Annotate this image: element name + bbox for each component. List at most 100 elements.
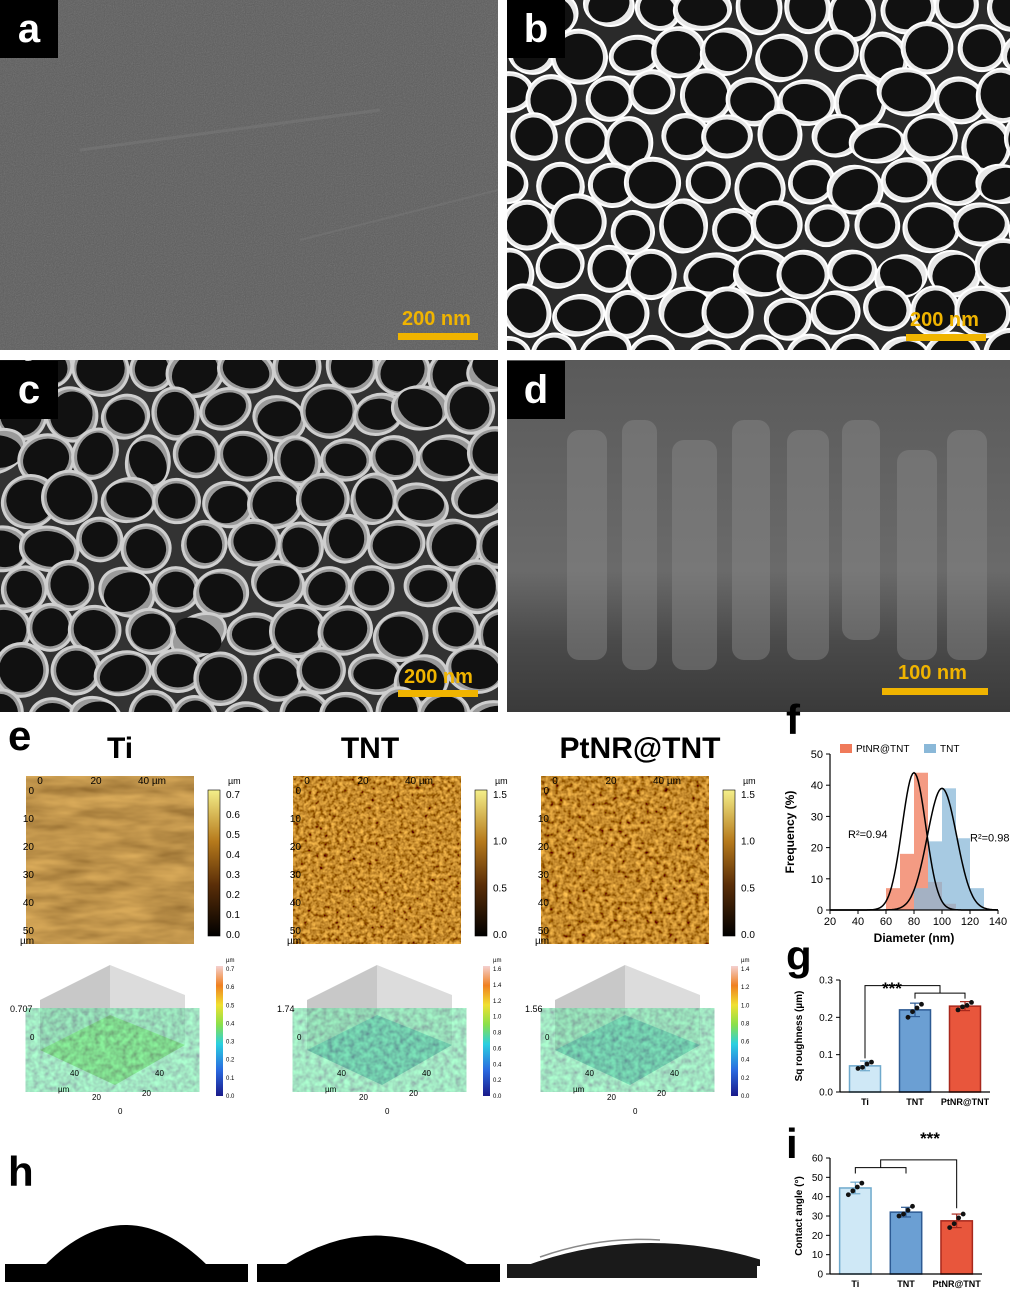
afm-map-ptnr-tnt (555, 790, 695, 930)
pore (628, 161, 677, 204)
pore (0, 609, 27, 653)
pore (666, 118, 706, 155)
pore-wall (1003, 111, 1010, 163)
afm-xtick: 40 µm (138, 776, 166, 787)
pore (507, 288, 547, 333)
pore (907, 118, 953, 157)
scale-text-d: 100 nm (898, 662, 967, 684)
afm-3d-cbar-tick: 0.4 (741, 1058, 750, 1064)
afm-3d-wall (377, 965, 452, 1045)
afm-cbar-tick: 1.0 (741, 837, 755, 848)
pore (555, 33, 603, 80)
x-axis-label: Diameter (nm) (874, 931, 955, 945)
pore (156, 654, 199, 688)
afm-3d-axis: µm (325, 1085, 337, 1094)
afm-3d-cbar-tick: 1.0 (493, 1015, 502, 1021)
x-tick-label: 100 (933, 916, 951, 928)
legend-label: TNT (940, 744, 959, 755)
pore (859, 207, 896, 244)
pore (422, 439, 471, 476)
pore (583, 335, 627, 350)
sem-image-ti (0, 0, 498, 350)
afm-cbar-tick: 0.5 (226, 830, 240, 841)
legend-swatch (924, 744, 936, 753)
pore (832, 0, 872, 37)
bar-ptnr-tnt (948, 1005, 982, 1093)
pore (252, 481, 299, 524)
pore (507, 204, 548, 246)
pore (864, 36, 904, 80)
pore (768, 302, 807, 336)
pore (323, 610, 368, 651)
pore (760, 38, 803, 78)
pore (231, 617, 277, 650)
pore (81, 522, 118, 557)
pore (656, 30, 701, 74)
data-point (845, 1192, 851, 1198)
pore (355, 478, 393, 520)
afm-cbar-unit: µm (228, 776, 241, 786)
pore (259, 658, 299, 697)
afm-3d-cbar-tick: 0.8 (493, 1031, 502, 1037)
afm-cbar-tick: 0.0 (493, 930, 507, 941)
afm-3d-cbar-tick: 0.5 (226, 1003, 235, 1009)
afm-3d-wall (40, 965, 110, 1050)
pore (186, 525, 223, 564)
afm-3d-cbar-tick: 0.2 (226, 1058, 235, 1064)
legend-swatch (840, 744, 852, 753)
droplet-tnt (257, 1235, 500, 1282)
y-tick-label: 50 (811, 749, 823, 761)
afm-ytick: 50 (290, 926, 302, 937)
afm-3d-axis: 40 (422, 1069, 431, 1078)
pore (301, 478, 345, 521)
pore (308, 571, 346, 606)
afm-3d-cbar-tick: 0.2 (741, 1076, 750, 1082)
y-tick-label: 0.1 (819, 1050, 833, 1061)
pore (50, 565, 89, 606)
pore (690, 166, 726, 200)
pore (6, 479, 53, 524)
afm-3d-cbar-tick: 0.3 (226, 1040, 235, 1046)
afm-3d-cbar-unit: µm (741, 958, 749, 964)
afm-3d-cbar-tick: 0.1 (226, 1076, 235, 1082)
afm-3d-colorbar (483, 966, 490, 1096)
pore (979, 242, 1010, 288)
pore (609, 121, 649, 166)
afm-yunit: µm (20, 936, 34, 947)
pore (939, 81, 981, 120)
pore (397, 388, 443, 427)
pore (742, 339, 781, 350)
pore (781, 254, 825, 295)
pore (6, 570, 43, 608)
significance-bracket (854, 1167, 907, 1174)
x-tick-label: PtNR@TNT (941, 1097, 990, 1107)
pore (507, 76, 529, 108)
pore (868, 290, 907, 327)
pore (353, 659, 398, 690)
data-point (964, 1002, 970, 1008)
afm-cbar-tick: 0.5 (741, 883, 755, 894)
y-tick-label: 0 (817, 905, 823, 917)
pore (208, 486, 249, 524)
pore (789, 0, 826, 30)
pore (222, 360, 270, 389)
pore (103, 572, 150, 613)
y-tick-label: 30 (811, 811, 823, 823)
pore (980, 72, 1010, 119)
pore (881, 72, 932, 112)
afm-cbar-tick: 1.0 (493, 837, 507, 848)
pore (256, 565, 300, 602)
afm-3d-axis: µm (58, 1085, 70, 1094)
pore (554, 198, 602, 245)
panel-label-e: e (8, 712, 32, 759)
afm-ytick: 10 (23, 814, 35, 825)
afm-ytick: 0 (295, 786, 301, 797)
pore (233, 524, 276, 562)
y-tick-label: 20 (811, 843, 823, 855)
pore-wall (495, 553, 498, 611)
pore (77, 432, 113, 475)
pore (833, 338, 877, 350)
droplet-ptnr-tnt (507, 1200, 760, 1290)
afm-ytick: 30 (538, 870, 550, 881)
scale-bar-d (882, 688, 988, 695)
